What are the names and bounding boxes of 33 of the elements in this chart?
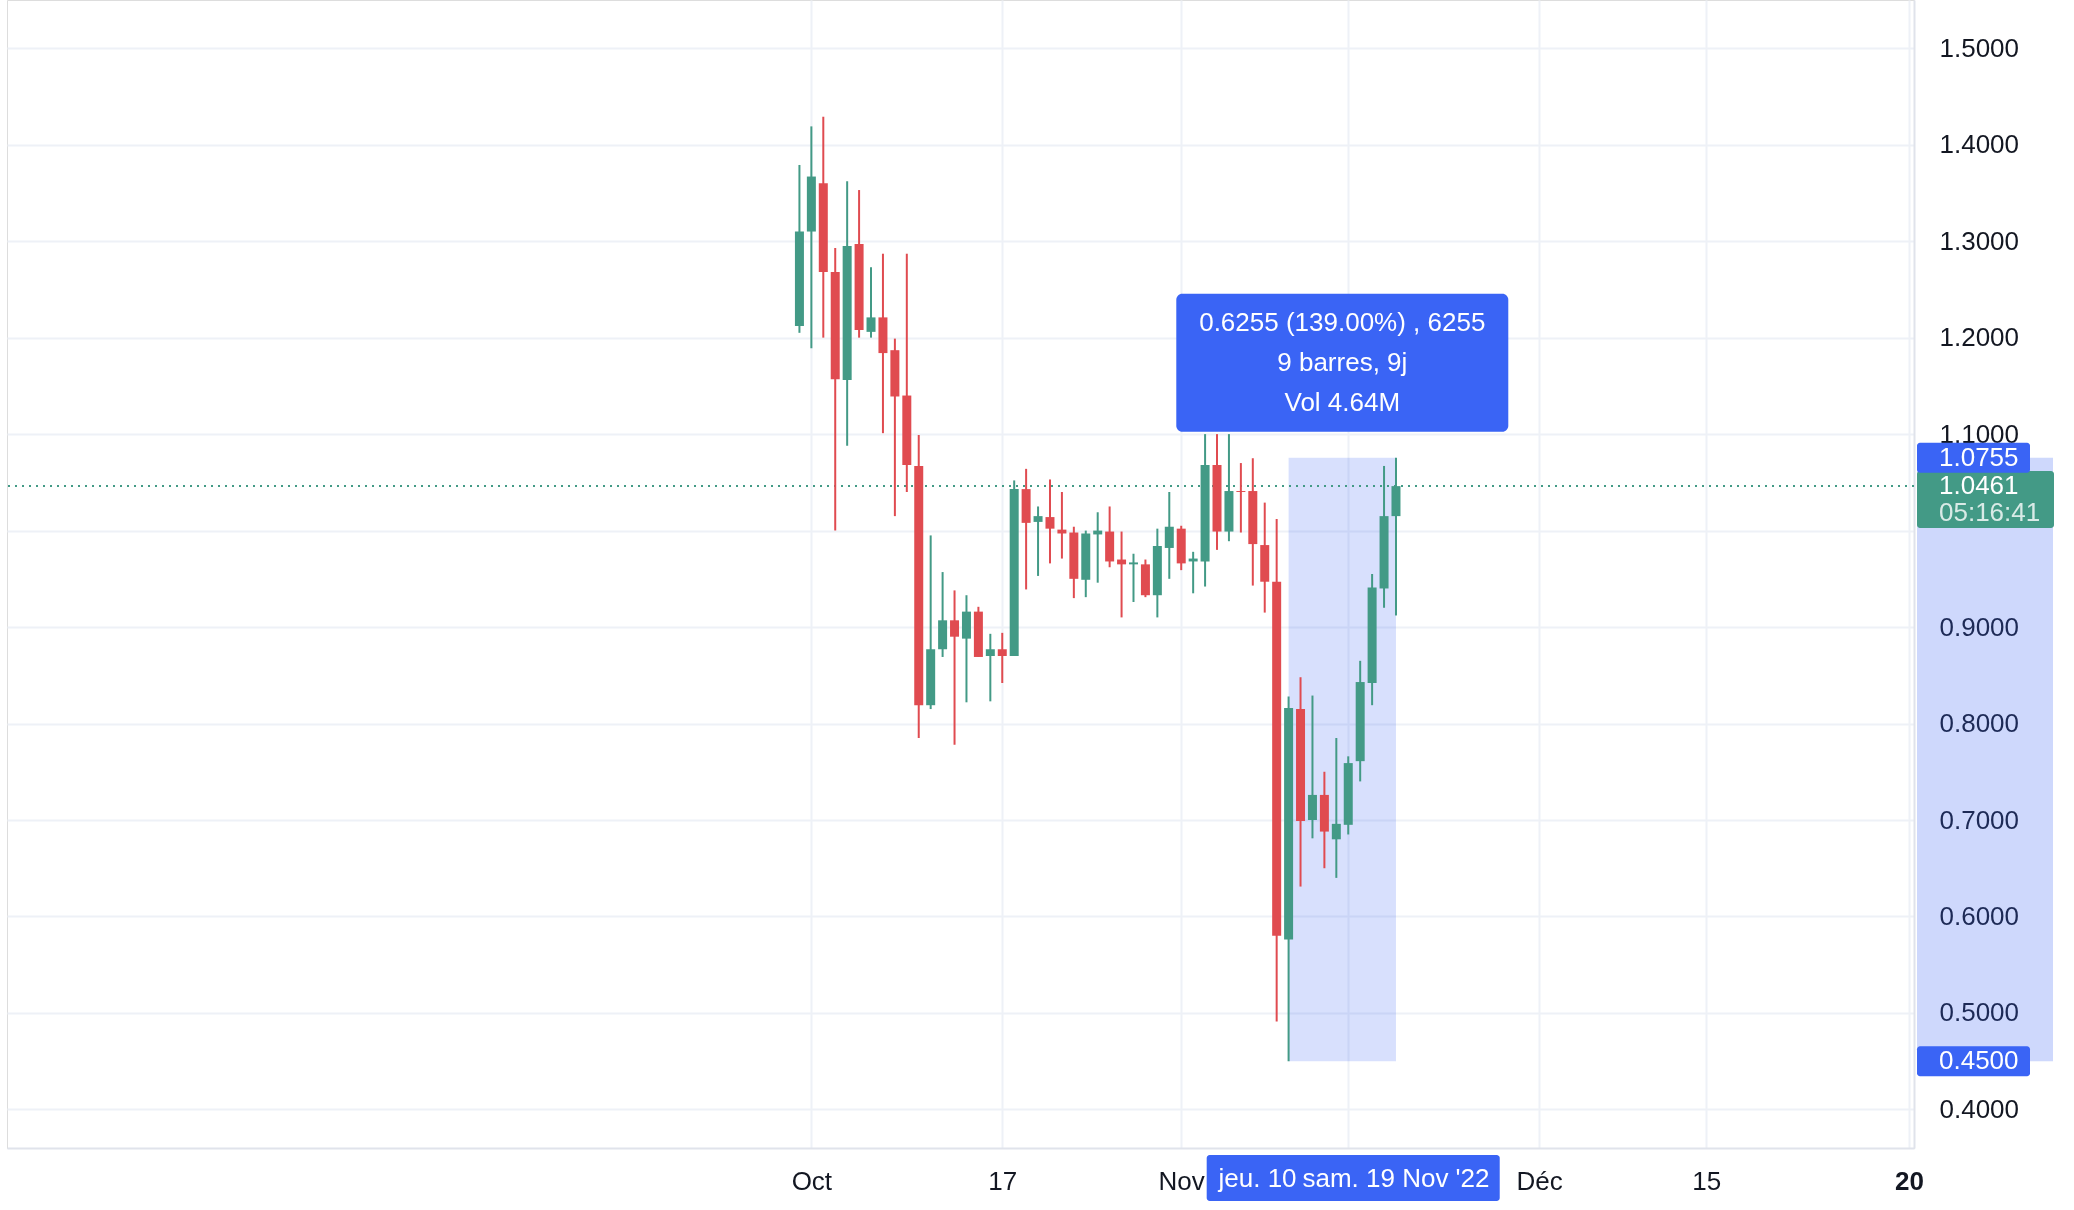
text: 0.4500 xyxy=(1939,1045,2019,1076)
y-tick-label: 0.4000 xyxy=(1939,1093,2020,1124)
annotation: 0.6255 (139.00%) , 6255 xyxy=(1199,306,1486,337)
text: jeu. 10 xyxy=(1217,1163,1297,1193)
text: sam. 19 Nov '22 xyxy=(1302,1163,1490,1193)
candlestick xyxy=(950,589,960,746)
candlestick xyxy=(1033,505,1043,577)
annotation: 9 barres, 9j xyxy=(1277,346,1408,377)
annotation: Vol 4.64M xyxy=(1284,386,1401,417)
x-tick-label: Oct xyxy=(791,1165,833,1196)
y-tick-label: 0.8000 xyxy=(1939,708,2020,739)
y-tick-label: 0.7000 xyxy=(1939,804,2020,835)
x-tick-label: Nov xyxy=(1158,1165,1205,1196)
candlestick xyxy=(985,632,995,703)
y-tick-label: 1.5000 xyxy=(1939,32,2020,63)
y-tick-label: 1.3000 xyxy=(1939,225,2020,256)
candlestick xyxy=(997,631,1007,685)
candlestick xyxy=(1045,478,1055,565)
candlestick xyxy=(1129,552,1138,603)
y-tick-label: 0.9000 xyxy=(1939,611,2020,642)
candlestick xyxy=(866,266,876,339)
candlestick xyxy=(1164,491,1174,580)
x-tick-label: 17 xyxy=(988,1165,1018,1196)
candlestick xyxy=(1236,462,1246,534)
y-tick-label: 1.4000 xyxy=(1939,129,2020,160)
x-tick-label: 15 xyxy=(1692,1165,1722,1196)
y-tick-label: 1.2000 xyxy=(1939,322,2020,353)
y-tick-label: 1.1000 xyxy=(1939,418,2020,449)
y-tick-label: 0.5000 xyxy=(1939,997,2020,1028)
y-tick-label: 0.6000 xyxy=(1939,900,2020,931)
x-tick-label: 20 xyxy=(1895,1165,1924,1196)
candlestick xyxy=(1331,737,1341,879)
x-tick-label: Déc xyxy=(1516,1165,1563,1196)
